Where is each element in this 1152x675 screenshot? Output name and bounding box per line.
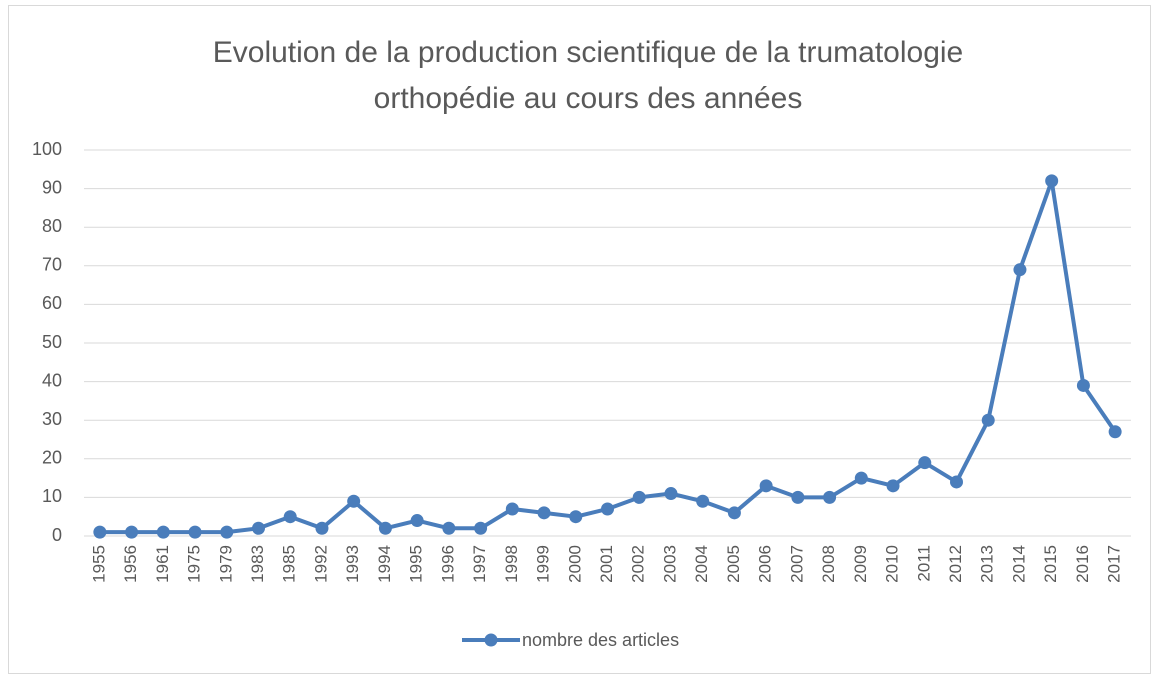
data-point	[950, 475, 963, 489]
data-point	[125, 525, 139, 539]
data-point	[664, 487, 678, 501]
x-tick-label: 1993	[343, 545, 362, 583]
x-tick-label: 1983	[248, 545, 267, 583]
y-tick-label: 90	[42, 177, 62, 197]
data-point	[537, 506, 551, 520]
legend-marker	[484, 633, 498, 647]
data-point	[378, 521, 392, 535]
data-point	[93, 525, 107, 539]
data-point	[823, 490, 837, 504]
x-tick-label: 1979	[216, 545, 235, 583]
y-tick-label: 30	[42, 409, 62, 429]
data-point	[283, 510, 297, 524]
data-point	[252, 521, 265, 535]
x-tick-label: 1961	[153, 545, 172, 583]
data-point	[474, 521, 488, 535]
x-tick-label: 1998	[502, 545, 521, 583]
data-point	[696, 494, 710, 508]
x-tick-label: 1992	[311, 545, 330, 583]
x-tick-label: 1999	[534, 545, 553, 583]
x-tick-label: 2006	[756, 545, 775, 583]
x-tick-label: 2016	[1073, 545, 1092, 583]
x-tick-label: 2003	[660, 545, 679, 583]
y-tick-label: 80	[42, 216, 62, 236]
data-point	[315, 521, 329, 535]
y-tick-label: 0	[52, 525, 62, 545]
x-tick-label: 2010	[883, 545, 902, 583]
x-tick-label: 2001	[597, 545, 616, 583]
y-tick-label: 70	[42, 255, 62, 275]
y-tick-label: 20	[42, 448, 62, 468]
x-tick-label: 1975	[185, 545, 204, 583]
data-point	[601, 502, 614, 516]
series-line	[99, 178, 1117, 535]
x-tick-label: 2007	[787, 545, 806, 583]
x-tick-label: 2004	[692, 545, 711, 583]
x-tick-label: 1994	[375, 545, 394, 583]
x-tick-label: 2002	[629, 545, 648, 583]
data-point	[442, 521, 456, 535]
data-point	[220, 525, 234, 539]
legend-label: nombre des articles	[522, 630, 679, 650]
data-point	[854, 471, 868, 485]
data-point	[759, 479, 773, 493]
chart-frame	[8, 5, 1151, 674]
data-point	[188, 525, 202, 539]
data-point	[1108, 425, 1122, 439]
y-tick-label: 50	[42, 332, 62, 352]
x-tick-label: 1995	[407, 545, 426, 583]
x-tick-label: 1996	[438, 545, 457, 583]
data-point	[1076, 378, 1090, 392]
x-tick-label: 1956	[121, 545, 140, 583]
x-tick-label: 2009	[851, 545, 870, 583]
y-tick-label: 40	[42, 370, 62, 390]
y-tick-label: 100	[32, 139, 62, 159]
data-point	[156, 525, 170, 539]
data-point	[727, 506, 741, 520]
data-point	[886, 479, 900, 493]
data-point	[410, 514, 424, 528]
x-tick-label: 2012	[946, 545, 965, 583]
data-point	[1013, 263, 1027, 277]
data-point	[632, 490, 646, 504]
y-tick-label: 60	[42, 293, 62, 313]
x-tick-label: 2005	[724, 545, 743, 583]
data-point	[1045, 174, 1059, 188]
x-tick-label: 2011	[914, 545, 933, 582]
x-tick-label: 2015	[1041, 545, 1060, 583]
x-tick-label: 2017	[1105, 545, 1124, 583]
x-tick-label: 2014	[1009, 545, 1028, 583]
y-tick-label: 10	[42, 486, 62, 506]
data-point	[505, 502, 519, 516]
data-point	[918, 456, 932, 470]
x-tick-label: 1955	[89, 545, 108, 583]
x-tick-label: 1985	[280, 545, 299, 583]
data-point	[981, 413, 995, 427]
x-tick-label: 2008	[819, 545, 838, 583]
chart-title: Evolution de la production scientifique …	[212, 36, 964, 115]
data-point	[347, 494, 361, 508]
data-point	[569, 510, 583, 524]
x-tick-label: 1997	[470, 545, 489, 583]
x-tick-label: 2013	[978, 545, 997, 583]
data-point	[791, 490, 805, 504]
x-tick-label: 2000	[565, 545, 584, 583]
